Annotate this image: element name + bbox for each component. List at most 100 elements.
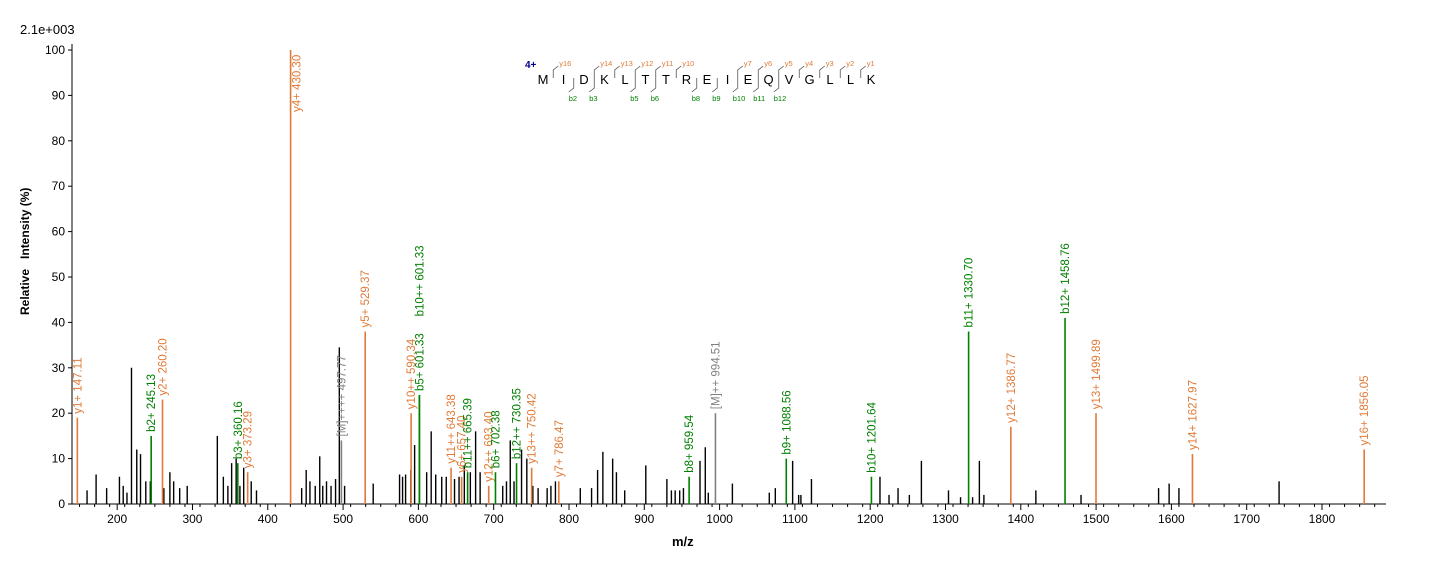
y-tick-label: 50 (52, 270, 66, 284)
residue-letter: T (662, 72, 670, 87)
residue-letter: E (744, 72, 753, 87)
y-ion-label: y11 (662, 59, 674, 68)
peak-label: b3+ 360.16 (233, 401, 245, 459)
x-tick-label: 700 (484, 512, 504, 526)
y-cleavage-marker (552, 65, 559, 78)
x-tick-label: 1300 (932, 512, 959, 526)
peak-label: y4+ 430.30 (292, 55, 304, 112)
b-cleavage-marker (589, 78, 595, 93)
residue-letter: G (804, 72, 814, 87)
residue-letter: V (785, 72, 794, 87)
y-tick-label: 40 (52, 315, 66, 329)
peak-label: y13+ 1499.89 (1091, 339, 1103, 409)
intensity-scale-label: 2.1e+003 (20, 22, 75, 37)
b-ion-label: b12 (774, 94, 787, 103)
y-ion-label: y12 (641, 59, 653, 68)
residue-letter: M (538, 72, 549, 87)
y-cleavage-marker (798, 65, 805, 78)
b-cleavage-marker (773, 78, 780, 93)
x-tick-label: 1800 (1309, 512, 1336, 526)
peak-label: y3+ 373.29 (243, 411, 255, 468)
residue-letter: T (642, 72, 650, 87)
y-ion-label: y6 (764, 59, 772, 68)
residue-letter: Q (763, 72, 773, 87)
peak-label: y11++ 643.38 (446, 394, 458, 463)
peak-label: [M]++ 994.51 (710, 341, 722, 409)
b-cleavage-marker (691, 78, 698, 93)
y-ion-label: y4 (805, 59, 813, 68)
y-tick-label: 80 (52, 134, 66, 148)
x-tick-label: 1700 (1233, 512, 1260, 526)
x-tick-label: 900 (634, 512, 654, 526)
peak-label: y12++ 693.40 (484, 411, 496, 481)
y-cleavage-marker (655, 65, 661, 78)
residue-letter: L (826, 72, 833, 87)
b-ion-label: b11 (753, 94, 765, 103)
peak-label: b11++ 665.39 (463, 398, 475, 468)
peak-label: y2+ 260.20 (158, 338, 170, 395)
y-cleavage-marker (675, 65, 682, 78)
b-cleavage-marker (753, 78, 759, 93)
peak-label: y14+ 1627.97 (1187, 380, 1199, 450)
b-ion-label: b3 (589, 94, 597, 103)
y-cleavage-marker (737, 65, 743, 78)
y-cleavage-marker (860, 65, 866, 78)
x-tick-label: 200 (107, 512, 127, 526)
x-axis-label: m/z (672, 534, 694, 549)
y-ion-label: y10 (682, 59, 694, 68)
y-tick-label: 10 (52, 452, 66, 466)
x-tick-label: 1000 (706, 512, 733, 526)
peak-label: y6+ 657.40 (457, 416, 469, 473)
y-tick-label: 100 (45, 43, 65, 57)
b-cleavage-marker (712, 78, 718, 93)
peak-label: b8+ 959.54 (684, 414, 696, 472)
peak-label: b12++ 730.35 (512, 388, 524, 459)
x-tick-label: 500 (333, 512, 353, 526)
peak-label: b11+ 1330.70 (964, 258, 976, 328)
peak-label: y5+ 529.37 (360, 270, 372, 327)
peak-label: b9+ 1088.56 (781, 390, 793, 454)
peak-label: b5+ 601.33 (414, 333, 426, 391)
y-ion-label: y1 (867, 59, 875, 68)
residue-letter: R (682, 72, 691, 87)
residue-letter: K (867, 72, 876, 87)
peak-label: b10++ 601.33 (414, 245, 426, 316)
b-ion-label: b6 (651, 94, 659, 103)
y-cleavage-marker (634, 65, 641, 78)
x-tick-label: 1500 (1083, 512, 1110, 526)
y-cleavage-marker (778, 65, 784, 78)
peak-label: b10+ 1201.64 (866, 401, 878, 472)
y-ion-label: y2 (846, 59, 854, 68)
b-cleavage-marker (568, 78, 575, 93)
x-tick-label: 800 (559, 512, 579, 526)
y-ion-label: y14 (600, 59, 612, 68)
peak-label: y7+ 786.47 (554, 420, 566, 477)
b-ion-label: b10 (733, 94, 746, 103)
x-tick-label: 1400 (1007, 512, 1034, 526)
y-cleavage-marker (839, 65, 846, 78)
x-tick-label: 600 (408, 512, 428, 526)
charge-state-label: 4+ (525, 60, 537, 71)
residue-letter: K (600, 72, 609, 87)
y-ion-label: y5 (785, 59, 793, 68)
y-cleavage-marker (593, 65, 600, 78)
peak-label: y13++ 750.42 (527, 393, 539, 463)
peak-label: b12+ 1458.76 (1060, 243, 1072, 314)
b-cleavage-marker (732, 78, 739, 93)
peak-label: [M]++++ 497.77 (336, 355, 348, 436)
x-tick-label: 400 (258, 512, 278, 526)
y-cleavage-marker (614, 65, 620, 78)
b-ion-label: b5 (630, 94, 638, 103)
residue-letter: I (562, 72, 566, 87)
x-tick-label: 1200 (857, 512, 884, 526)
b-ion-label: b9 (712, 94, 720, 103)
y-tick-label: 0 (58, 497, 65, 511)
residue-letter: E (703, 72, 712, 87)
y-cleavage-marker (819, 65, 825, 78)
b-cleavage-marker (630, 78, 636, 93)
x-tick-label: 300 (182, 512, 202, 526)
peak-label: b2+ 245.13 (146, 374, 158, 432)
y-tick-label: 60 (52, 225, 66, 239)
